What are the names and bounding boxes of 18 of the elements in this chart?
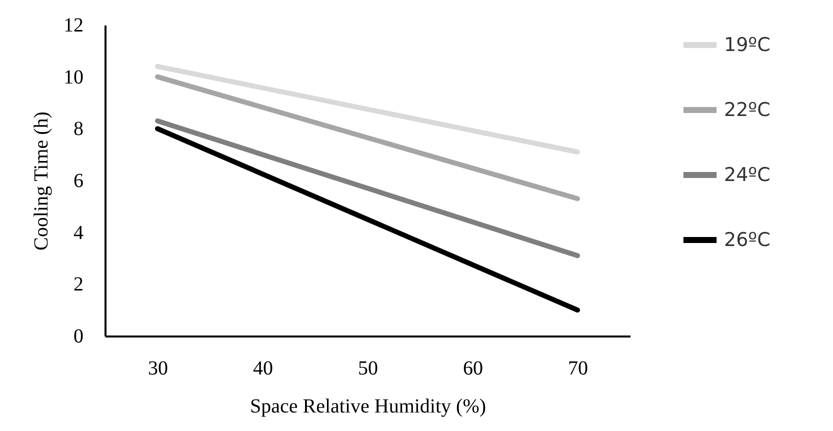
legend-label: 26ºC bbox=[724, 229, 770, 251]
y-axis-title: Cooling Time (h) bbox=[30, 112, 52, 250]
y-tick-label: 2 bbox=[74, 274, 84, 296]
y-tick-label: 10 bbox=[64, 66, 84, 88]
y-tick-label: 8 bbox=[74, 118, 84, 140]
x-tick-label: 30 bbox=[148, 358, 168, 380]
y-tick-label: 12 bbox=[64, 14, 84, 36]
y-tick-label: 6 bbox=[74, 170, 84, 192]
x-tick-label: 60 bbox=[463, 358, 483, 380]
y-tick-label: 0 bbox=[74, 326, 84, 348]
x-tick-label: 40 bbox=[253, 358, 273, 380]
legend-label: 24ºC bbox=[724, 164, 770, 186]
x-axis-title: Space Relative Humidity (%) bbox=[250, 396, 486, 418]
legend-label: 22ºC bbox=[724, 99, 770, 121]
legend-label: 19ºC bbox=[724, 34, 770, 56]
y-tick-label: 4 bbox=[74, 222, 84, 244]
x-tick-label: 50 bbox=[358, 358, 378, 380]
x-tick-label: 70 bbox=[568, 358, 588, 380]
